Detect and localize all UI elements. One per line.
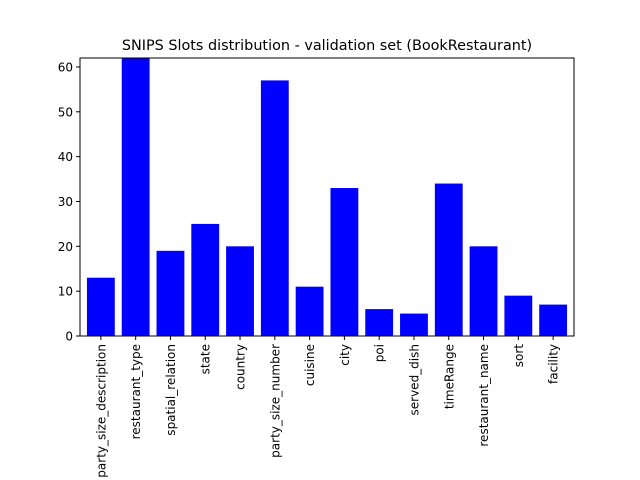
x-axis: party_size_description restaurant_type spa… bbox=[94, 336, 561, 478]
bar-city bbox=[330, 188, 359, 336]
x-tick-label: spatial_relation bbox=[164, 344, 178, 436]
bar-restaurant-type bbox=[121, 58, 150, 336]
x-tick-label: sort bbox=[512, 344, 526, 368]
x-tick-label: country bbox=[234, 344, 248, 390]
x-tick-label: cuisine bbox=[303, 344, 317, 386]
bar-party-size-number bbox=[260, 80, 289, 336]
y-tick-label: 60 bbox=[58, 60, 73, 74]
bar-state bbox=[191, 223, 220, 336]
x-tick-label: city bbox=[338, 344, 352, 366]
bar-facility bbox=[539, 304, 568, 336]
bars-group bbox=[86, 58, 568, 336]
y-tick-label: 20 bbox=[58, 240, 73, 254]
x-tick-label: restaurant_type bbox=[129, 344, 143, 439]
y-axis: 0 10 20 30 40 50 60 bbox=[58, 60, 80, 344]
x-tick-label: party_size_description bbox=[94, 344, 108, 478]
bar-cuisine bbox=[295, 286, 324, 336]
x-tick-label: facility bbox=[547, 344, 561, 384]
y-tick-label: 0 bbox=[65, 330, 73, 344]
bar-spatial-relation bbox=[156, 250, 185, 336]
bar-served-dish bbox=[400, 313, 428, 336]
x-tick-label: party_size_number bbox=[268, 344, 282, 458]
bar-party-size-description bbox=[86, 277, 115, 336]
x-tick-label: state bbox=[199, 344, 213, 374]
y-tick-label: 40 bbox=[58, 150, 73, 164]
x-tick-label: served_dish bbox=[407, 344, 421, 415]
x-tick-label: restaurant_name bbox=[477, 344, 491, 447]
bar-restaurant-name bbox=[469, 246, 498, 336]
y-tick-label: 30 bbox=[58, 195, 73, 209]
x-tick-label: poi bbox=[373, 344, 387, 362]
bar-poi bbox=[365, 309, 394, 336]
bar-timerange bbox=[434, 183, 463, 336]
bar-sort bbox=[504, 295, 533, 336]
bar-country bbox=[226, 246, 254, 336]
chart-title: SNIPS Slots distribution - validation se… bbox=[122, 38, 532, 54]
x-tick-label: timeRange bbox=[442, 344, 456, 409]
plot-frame bbox=[79, 57, 575, 337]
y-tick-label: 10 bbox=[58, 285, 73, 299]
y-tick-label: 50 bbox=[58, 105, 73, 119]
